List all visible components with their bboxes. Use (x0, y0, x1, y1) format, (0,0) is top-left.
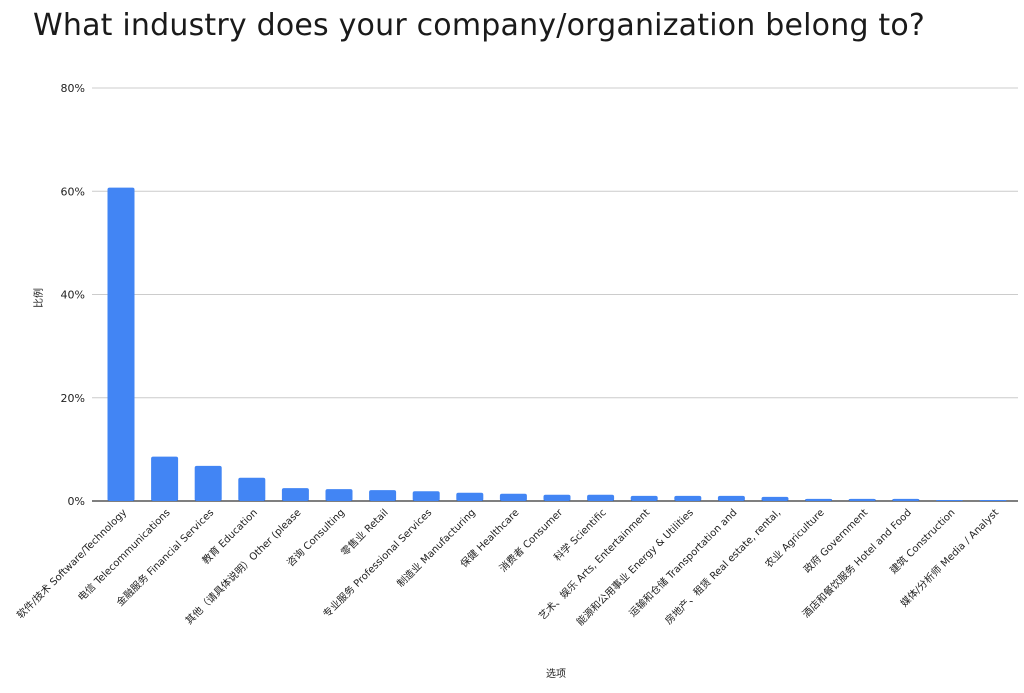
gridlines (92, 87, 1018, 502)
y-axis-tick-labels: 0% 20% 40% 60% 80% (61, 82, 85, 508)
y-tick-label: 0% (68, 495, 85, 508)
y-tick-label: 80% (61, 82, 85, 95)
x-category-label: 电信 Telecommunications (75, 506, 173, 604)
bar (151, 456, 179, 501)
chart-title: What industry does your company/organiza… (33, 8, 926, 43)
bar (717, 495, 745, 501)
y-tick-label: 40% (61, 289, 85, 302)
bar (979, 499, 1007, 501)
bar (456, 492, 484, 501)
bar (892, 498, 920, 501)
bar (107, 187, 135, 502)
bar (630, 495, 658, 501)
bars (107, 187, 1007, 502)
bar (412, 491, 440, 501)
bar (674, 495, 702, 501)
bar (194, 465, 222, 501)
x-category-label: 制造业 Manufacturing (394, 506, 478, 590)
bar (281, 488, 309, 501)
bar (587, 494, 615, 501)
x-axis-title: 选项 (546, 667, 566, 680)
bar (369, 490, 397, 501)
bar (238, 477, 266, 501)
bar (848, 498, 876, 501)
y-axis-title: 比例 (32, 288, 45, 308)
y-tick-label: 20% (61, 392, 85, 405)
bar (935, 499, 963, 501)
bar (805, 498, 833, 501)
bar (499, 493, 527, 501)
bar (543, 494, 571, 501)
bar (761, 496, 789, 501)
y-tick-label: 60% (61, 185, 85, 198)
bar (325, 489, 353, 501)
